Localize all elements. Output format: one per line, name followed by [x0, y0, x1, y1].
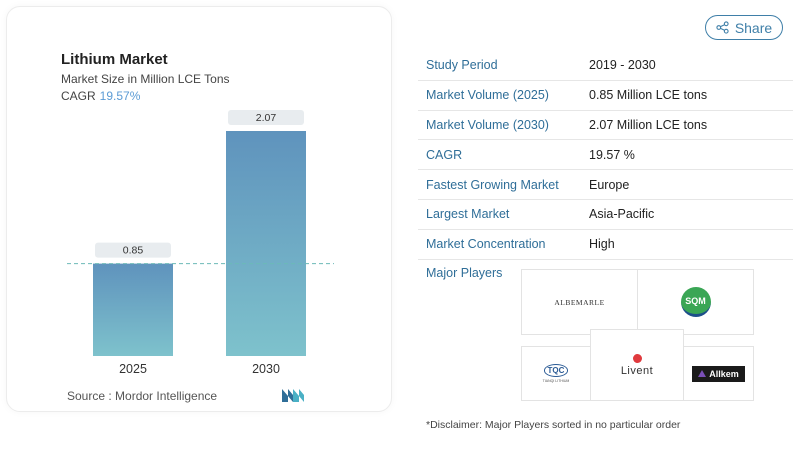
x-tick-label-2030: 2030	[252, 362, 280, 376]
allkem-badge: Allkem	[692, 365, 745, 382]
info-row: Market Concentration High	[418, 230, 793, 260]
cagr-label: CAGR	[61, 89, 96, 103]
info-value: 2019 - 2030	[589, 58, 656, 73]
market-info-table: Study Period 2019 - 2030 Market Volume (2…	[418, 51, 793, 260]
info-value: Asia-Pacific	[589, 207, 655, 222]
info-label: Market Volume (2025)	[426, 88, 549, 103]
major-players-label: Major Players	[426, 266, 503, 280]
info-label: CAGR	[426, 147, 463, 162]
share-button[interactable]: Share	[705, 15, 783, 40]
tianqi-mark: TQC	[543, 364, 569, 377]
tianqi-text: TIANQI LITHIUM	[542, 379, 570, 383]
x-tick-label-2025: 2025	[119, 362, 147, 376]
info-label: Market Volume (2030)	[426, 117, 549, 132]
sqm-text: SQM	[685, 295, 706, 306]
info-value: Europe	[589, 177, 630, 192]
share-icon	[716, 21, 729, 34]
info-label: Study Period	[426, 58, 498, 73]
info-value: 0.85 Million LCE tons	[589, 88, 708, 103]
info-row: Study Period 2019 - 2030	[418, 51, 793, 81]
info-row: Fastest Growing Market Europe	[418, 170, 793, 200]
sqm-logo[interactable]: SQM	[637, 269, 754, 335]
data-label-bg-2025	[95, 242, 171, 258]
allkem-text: Allkem	[709, 368, 739, 379]
mordor-intelligence-logo	[282, 389, 304, 402]
albemarle-text: ALBEMARLE	[554, 297, 605, 307]
livent-text: Livent	[620, 364, 654, 377]
major-players-logos: ALBEMARLE SQM TQC TIANQI LITHIUM Livent …	[521, 269, 754, 401]
chart-title: Lithium Market	[61, 51, 168, 68]
info-row: Market Volume (2030) 2.07 Million LCE ton…	[418, 111, 793, 141]
bar-2025	[93, 263, 173, 356]
chart-subtitle: Market Size in Million LCE Tons	[61, 72, 230, 86]
info-label: Fastest Growing Market	[426, 177, 559, 192]
info-value: 2.07 Million LCE tons	[589, 117, 708, 132]
bar-2030	[226, 131, 306, 356]
albemarle-logo[interactable]: ALBEMARLE	[521, 269, 638, 335]
cagr-value: 19.57%	[99, 89, 141, 103]
livent-mark	[632, 353, 642, 363]
info-value: High	[589, 237, 615, 252]
info-value: 19.57 %	[589, 147, 635, 162]
info-row: Market Volume (2025) 0.85 Million LCE ton…	[418, 81, 793, 111]
cagr-line: CAGR 19.57%	[61, 89, 140, 103]
info-row: Largest Market Asia-Pacific	[418, 200, 793, 230]
info-label: Largest Market	[426, 207, 510, 222]
data-label-bg-2030	[228, 110, 304, 125]
chart-card	[6, 6, 392, 412]
tianqi-logo[interactable]: TQC TIANQI LITHIUM	[521, 346, 591, 401]
sqm-badge: SQM	[680, 287, 711, 317]
livent-logo[interactable]: Livent	[590, 329, 684, 401]
allkem-mark-icon	[698, 370, 707, 377]
share-label: Share	[734, 19, 773, 36]
data-label-2030: 2.07	[256, 112, 277, 124]
bar-chart: 0.85 2025 2.07 2030	[67, 110, 334, 376]
info-label: Market Concentration	[426, 237, 546, 252]
disclaimer-text: *Disclaimer: Major Players sorted in no …	[426, 419, 681, 431]
info-row: CAGR 19.57 %	[418, 140, 793, 171]
allkem-logo[interactable]: Allkem	[683, 346, 754, 401]
source-text: Source : Mordor Intelligence	[67, 389, 218, 403]
data-label-2025: 0.85	[123, 245, 144, 257]
